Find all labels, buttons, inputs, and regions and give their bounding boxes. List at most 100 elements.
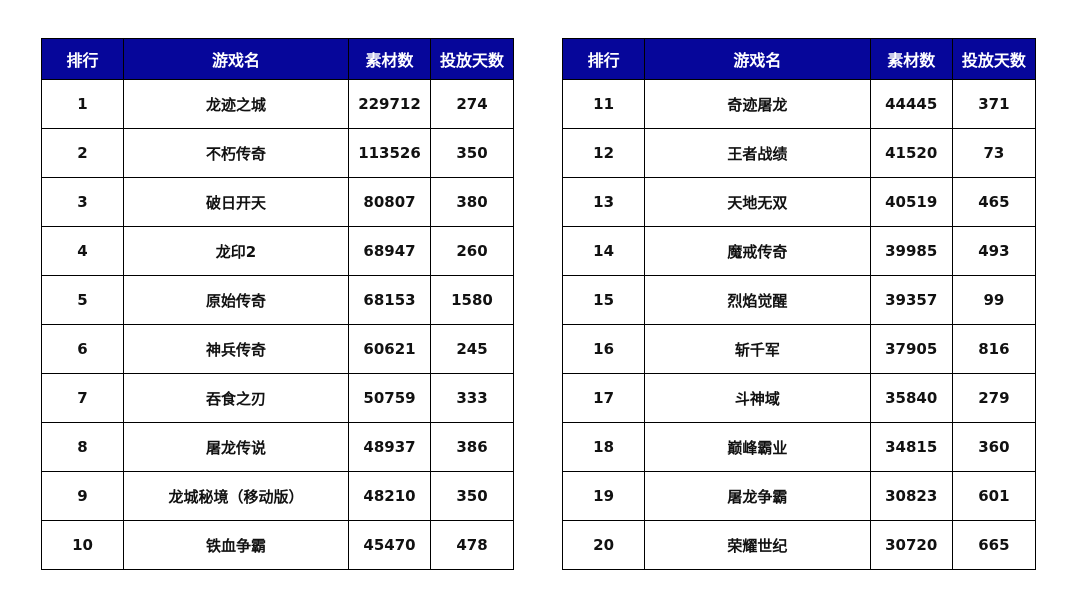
days-cell: 386 [430, 422, 514, 472]
days-cell: 333 [430, 373, 514, 423]
days-cell: 665 [951, 520, 1037, 570]
material-count-cell: 34815 [869, 422, 953, 472]
game-name-cell: 烈焰觉醒 [644, 275, 871, 325]
rank-cell: 4 [41, 226, 124, 276]
rank-cell: 12 [561, 128, 646, 178]
material-count-cell: 68153 [348, 275, 431, 325]
material-count-cell: 39357 [869, 275, 953, 325]
game-name-cell: 天地无双 [644, 177, 871, 227]
header-row: 排行 游戏名 素材数 投放天数 [41, 38, 514, 80]
table-row: 13 天地无双 40519 465 [561, 177, 1037, 227]
rank-cell: 8 [41, 422, 124, 472]
game-name-cell: 斗神域 [644, 373, 871, 423]
material-count-cell: 48937 [348, 422, 431, 472]
game-name-cell: 龙迹之城 [123, 79, 349, 129]
days-cell: 493 [951, 226, 1037, 276]
rank-cell: 17 [561, 373, 646, 423]
table-row: 1 龙迹之城 229712 274 [41, 79, 514, 129]
rank-cell: 3 [41, 177, 124, 227]
material-count-cell: 48210 [348, 471, 431, 521]
ranking-table-left: 排行 游戏名 素材数 投放天数 1 龙迹之城 229712 274 2 不朽传奇 11352… [41, 38, 514, 570]
days-cell: 360 [951, 422, 1037, 472]
header-material-count: 素材数 [869, 38, 953, 80]
table-row: 11 奇迹屠龙 44445 371 [561, 79, 1037, 129]
rank-cell: 13 [561, 177, 646, 227]
material-count-cell: 35840 [869, 373, 953, 423]
rank-cell: 1 [41, 79, 124, 129]
rank-cell: 18 [561, 422, 646, 472]
table-row: 6 神兵传奇 60621 245 [41, 324, 514, 374]
days-cell: 1580 [430, 275, 514, 325]
rank-cell: 19 [561, 471, 646, 521]
material-count-cell: 30720 [869, 520, 953, 570]
days-cell: 601 [951, 471, 1037, 521]
material-count-cell: 229712 [348, 79, 431, 129]
days-cell: 279 [951, 373, 1037, 423]
game-name-cell: 荣耀世纪 [644, 520, 871, 570]
material-count-cell: 68947 [348, 226, 431, 276]
header-game-name: 游戏名 [123, 38, 349, 80]
game-name-cell: 不朽传奇 [123, 128, 349, 178]
material-count-cell: 80807 [348, 177, 431, 227]
days-cell: 465 [951, 177, 1037, 227]
material-count-cell: 37905 [869, 324, 953, 374]
header-row: 排行 游戏名 素材数 投放天数 [561, 38, 1037, 80]
game-name-cell: 魔戒传奇 [644, 226, 871, 276]
game-name-cell: 屠龙争霸 [644, 471, 871, 521]
table-row: 2 不朽传奇 113526 350 [41, 128, 514, 178]
table-row: 4 龙印2 68947 260 [41, 226, 514, 276]
material-count-cell: 60621 [348, 324, 431, 374]
table-row: 15 烈焰觉醒 39357 99 [561, 275, 1037, 325]
material-count-cell: 45470 [348, 520, 431, 570]
material-count-cell: 30823 [869, 471, 953, 521]
material-count-cell: 40519 [869, 177, 953, 227]
material-count-cell: 41520 [869, 128, 953, 178]
days-cell: 350 [430, 471, 514, 521]
table-row: 19 屠龙争霸 30823 601 [561, 471, 1037, 521]
table-row: 10 铁血争霸 45470 478 [41, 520, 514, 570]
game-name-cell: 巅峰霸业 [644, 422, 871, 472]
rank-cell: 9 [41, 471, 124, 521]
material-count-cell: 50759 [348, 373, 431, 423]
rank-cell: 10 [41, 520, 124, 570]
rank-cell: 15 [561, 275, 646, 325]
game-name-cell: 龙城秘境（移动版） [123, 471, 349, 521]
rank-cell: 2 [41, 128, 124, 178]
table-row: 12 王者战绩 41520 73 [561, 128, 1037, 178]
game-name-cell: 屠龙传说 [123, 422, 349, 472]
table-row: 8 屠龙传说 48937 386 [41, 422, 514, 472]
game-name-cell: 铁血争霸 [123, 520, 349, 570]
game-name-cell: 奇迹屠龙 [644, 79, 871, 129]
days-cell: 274 [430, 79, 514, 129]
table-row: 20 荣耀世纪 30720 665 [561, 520, 1037, 570]
header-game-name: 游戏名 [644, 38, 871, 80]
rank-cell: 11 [561, 79, 646, 129]
header-days: 投放天数 [951, 38, 1037, 80]
material-count-cell: 113526 [348, 128, 431, 178]
header-material-count: 素材数 [348, 38, 431, 80]
rank-cell: 5 [41, 275, 124, 325]
game-name-cell: 王者战绩 [644, 128, 871, 178]
days-cell: 380 [430, 177, 514, 227]
game-name-cell: 吞食之刃 [123, 373, 349, 423]
table-row: 7 吞食之刃 50759 333 [41, 373, 514, 423]
days-cell: 260 [430, 226, 514, 276]
rank-cell: 6 [41, 324, 124, 374]
game-name-cell: 龙印2 [123, 226, 349, 276]
header-rank: 排行 [41, 38, 124, 80]
table-row: 17 斗神域 35840 279 [561, 373, 1037, 423]
days-cell: 816 [951, 324, 1037, 374]
rank-cell: 14 [561, 226, 646, 276]
header-days: 投放天数 [430, 38, 514, 80]
game-name-cell: 破日开天 [123, 177, 349, 227]
table-row: 3 破日开天 80807 380 [41, 177, 514, 227]
table-row: 14 魔戒传奇 39985 493 [561, 226, 1037, 276]
days-cell: 350 [430, 128, 514, 178]
game-name-cell: 原始传奇 [123, 275, 349, 325]
rank-cell: 16 [561, 324, 646, 374]
days-cell: 99 [951, 275, 1037, 325]
material-count-cell: 39985 [869, 226, 953, 276]
days-cell: 478 [430, 520, 514, 570]
material-count-cell: 44445 [869, 79, 953, 129]
ranking-table-right: 排行 游戏名 素材数 投放天数 11 奇迹屠龙 44445 371 12 王者战绩 4152… [561, 38, 1037, 570]
